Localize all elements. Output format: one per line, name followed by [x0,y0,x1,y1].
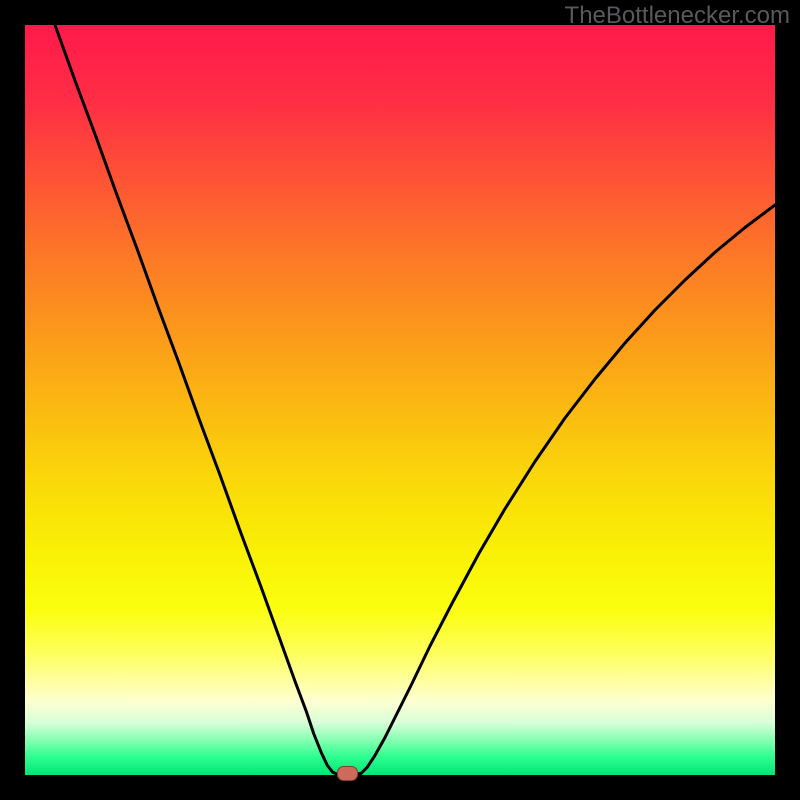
bottleneck-chart [0,0,800,800]
optimal-point-marker [338,767,358,781]
watermark-text: TheBottlenecker.com [565,2,790,30]
chart-background-gradient [25,25,775,775]
chart-frame: TheBottlenecker.com [0,0,800,800]
